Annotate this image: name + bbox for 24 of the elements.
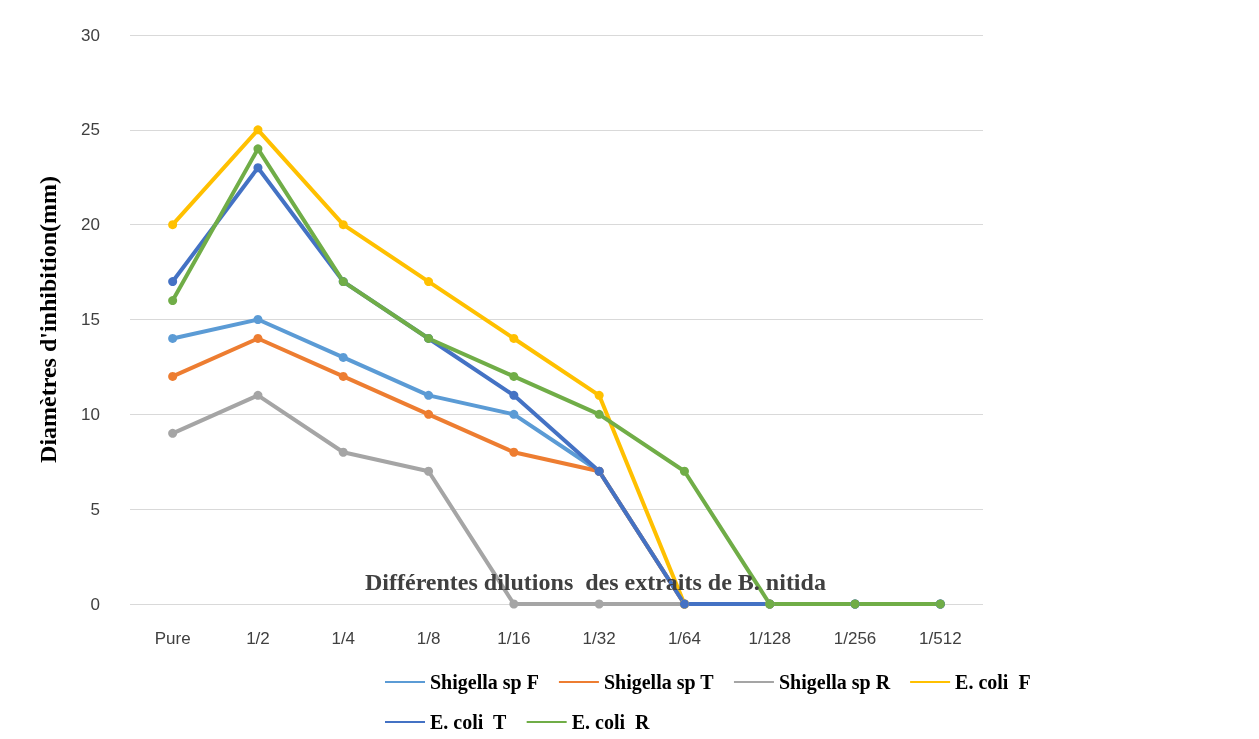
- x-tick-label: 1/64: [667, 629, 701, 648]
- legend-label: E. coli F: [955, 671, 1031, 693]
- y-tick-label: 15: [81, 310, 100, 329]
- legend-label: Shigella sp F: [430, 671, 539, 694]
- y-tick-label: 30: [81, 25, 100, 45]
- legend-label: E. coli T: [430, 711, 507, 733]
- x-tick-label: 1/512: [919, 629, 962, 648]
- y-tick-label: 0: [90, 594, 100, 614]
- x-tick-label: 1/256: [833, 629, 877, 648]
- y-tick-label: 10: [81, 404, 100, 424]
- x-tick-label: 1/2: [246, 629, 270, 648]
- y-tick-label: 5: [90, 499, 100, 519]
- y-tick-label: 20: [81, 215, 100, 235]
- y-tick-label: 25: [81, 120, 100, 140]
- legend-label: Shigella sp R: [778, 671, 891, 694]
- x-tick-label: 1/8: [416, 629, 441, 648]
- x-tick-label: 1/4: [331, 629, 356, 648]
- x-tick-label: 1/32: [582, 629, 616, 648]
- legend-label: E. coli R: [571, 711, 650, 733]
- x-tick-label: 1/16: [497, 629, 531, 648]
- y-axis-title: Diamètres d'inhibition(mm): [35, 176, 61, 463]
- x-tick-label: 1/128: [748, 629, 792, 648]
- x-tick-label: Pure: [154, 629, 191, 648]
- legend-label: Shigella sp T: [603, 671, 715, 694]
